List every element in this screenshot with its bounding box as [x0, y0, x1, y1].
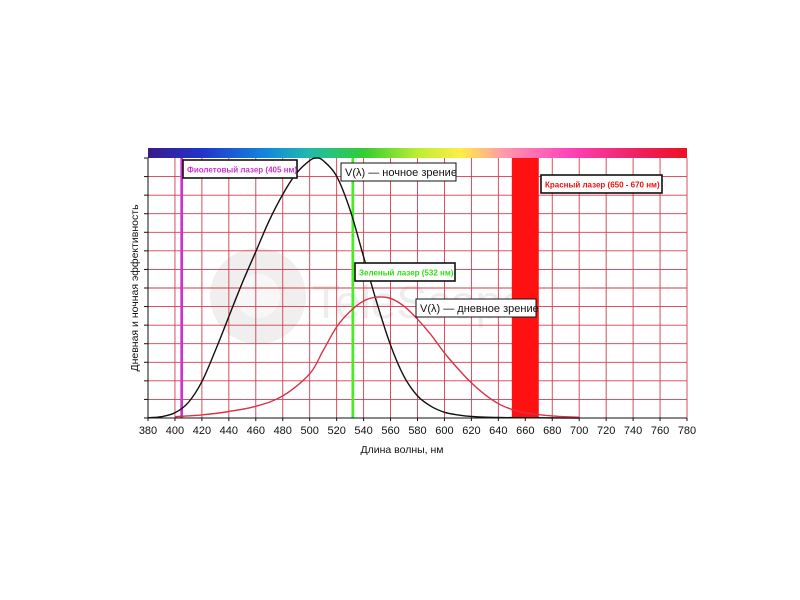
x-tick-label: 580: [408, 425, 426, 437]
violet-laser-label: Фиолетовый лазер (405 нм): [187, 166, 297, 175]
night-vision-label: V(λ) — ночное зрение: [345, 167, 457, 179]
x-tick-label: 460: [247, 425, 265, 437]
red-laser-label-box: Красный лазер (650 - 670 нм): [540, 174, 663, 194]
x-tick-label: 720: [597, 425, 615, 437]
grid: [148, 158, 688, 418]
x-tick-label: 480: [274, 425, 292, 437]
markers: [180, 158, 539, 418]
x-tick-label: 660: [516, 425, 534, 437]
series-lines: [147, 157, 580, 419]
x-tick-label: 740: [624, 425, 642, 437]
x-tick-label: 600: [435, 425, 453, 437]
x-axis-title: Длина волны, нм: [360, 444, 443, 456]
laser-marker-0: [180, 158, 184, 418]
x-tick-label: 680: [543, 425, 561, 437]
watermark: TeleScope: [210, 248, 527, 344]
x-tick-labels: 380 400 420 440 460 480 500 520 540 560 580 600 620 6…: [139, 418, 696, 437]
x-tick-label: 620: [462, 425, 480, 437]
laser-marker-2: [511, 158, 539, 418]
x-tick-label: 780: [678, 425, 696, 437]
x-tick-label: 700: [570, 425, 588, 437]
green-laser-label-box: Зеленый лазер (532 нм): [354, 262, 456, 282]
laser-marker-1: [351, 158, 355, 418]
x-tick-label: 560: [381, 425, 399, 437]
red-laser-label: Красный лазер (650 - 670 нм): [545, 181, 660, 190]
x-tick-label: 540: [354, 425, 372, 437]
x-tick-label: 380: [139, 425, 157, 437]
series-line-night: [147, 157, 580, 419]
spectrum-bar: [148, 148, 687, 158]
green-laser-label: Зеленый лазер (532 нм): [359, 269, 454, 278]
violet-laser-label-box: Фиолетовый лазер (405 нм): [182, 159, 298, 179]
day-vision-label: V(λ) — дневное зрение: [420, 303, 539, 315]
x-tick-label: 400: [166, 425, 184, 437]
x-tick-label: 760: [651, 425, 669, 437]
day-vision-label-box: V(λ) — дневное зрение: [415, 298, 539, 318]
series-line-day: [174, 296, 580, 418]
night-vision-label-box: V(λ) — ночное зрение: [340, 162, 457, 182]
x-tick-label: 520: [327, 425, 345, 437]
x-tick-label: 440: [220, 425, 238, 437]
x-tick-label: 420: [193, 425, 211, 437]
y-axis-title: Дневная и ночная эффективность: [129, 204, 141, 372]
x-tick-label: 500: [301, 425, 319, 437]
x-tick-label: 640: [489, 425, 507, 437]
